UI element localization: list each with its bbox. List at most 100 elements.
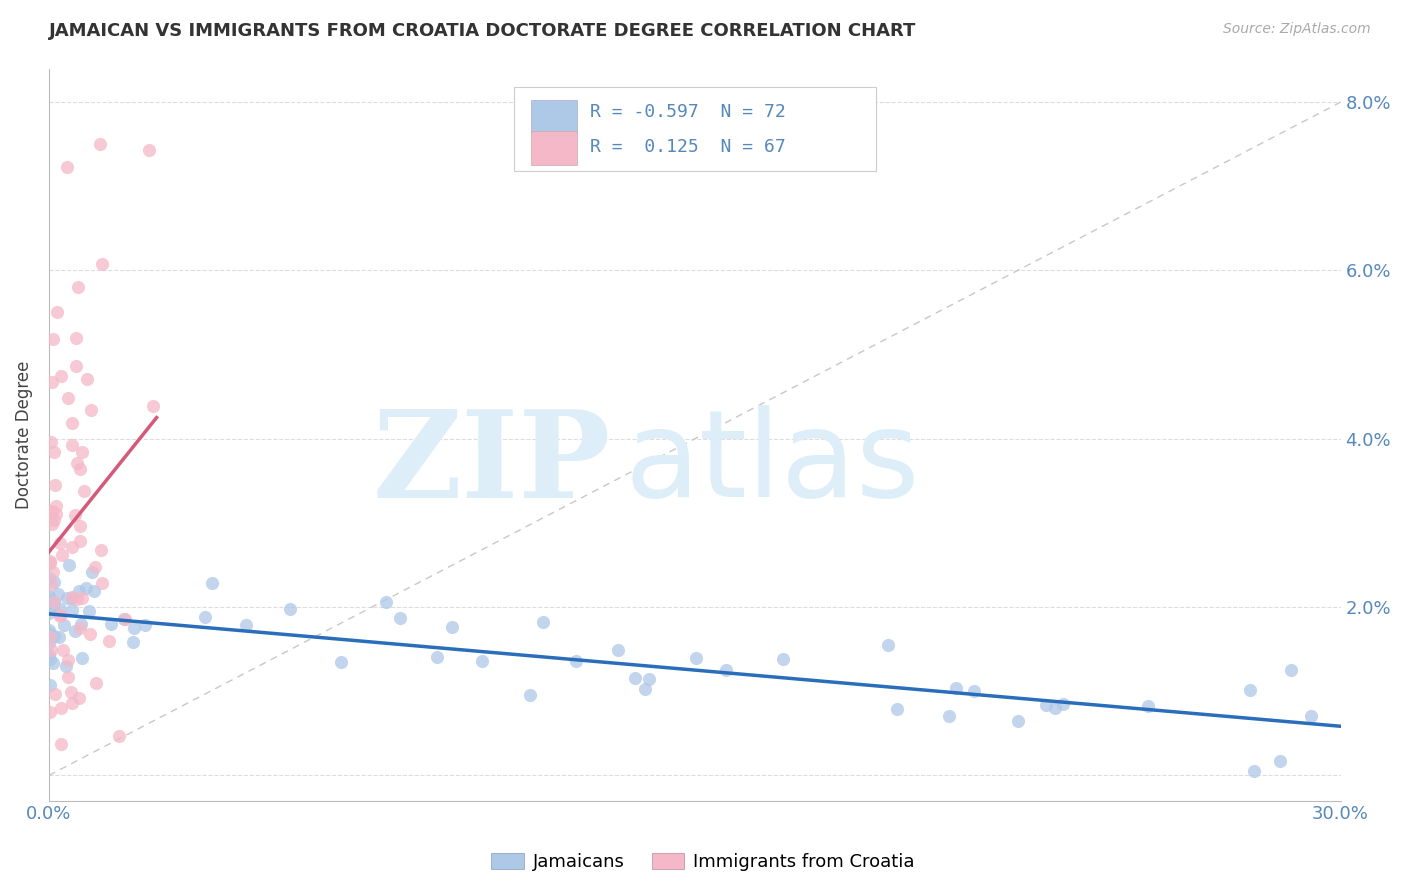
- Point: [80, 403, 103, 417]
- Point: [938, 709, 960, 723]
- Point: [83, 560, 105, 574]
- Point: [638, 672, 661, 686]
- Point: [39, 651, 62, 665]
- Point: [886, 702, 908, 716]
- Point: [66, 456, 89, 470]
- Point: [49, 608, 72, 623]
- Point: [42, 595, 65, 609]
- Point: [138, 143, 160, 157]
- Point: [58, 558, 80, 572]
- Point: [565, 654, 588, 668]
- Point: [100, 616, 122, 631]
- Text: R =  0.125  N = 67: R = 0.125 N = 67: [591, 138, 786, 156]
- Point: [714, 663, 737, 677]
- Point: [235, 618, 257, 632]
- Point: [194, 610, 217, 624]
- Point: [49, 368, 72, 383]
- Point: [39, 435, 62, 450]
- Point: [60, 591, 83, 605]
- Point: [98, 634, 121, 648]
- Point: [49, 535, 72, 549]
- Point: [1243, 764, 1265, 779]
- Legend: Jamaicans, Immigrants from Croatia: Jamaicans, Immigrants from Croatia: [484, 846, 922, 879]
- Point: [77, 604, 100, 618]
- Point: [55, 659, 77, 673]
- Point: [90, 576, 112, 591]
- Point: [1239, 683, 1261, 698]
- Point: [38, 648, 60, 662]
- Text: atlas: atlas: [624, 405, 920, 523]
- Point: [114, 612, 136, 626]
- Point: [38, 623, 60, 637]
- Point: [39, 557, 62, 571]
- Point: [66, 279, 89, 293]
- Point: [389, 611, 412, 625]
- Point: [69, 462, 91, 476]
- Point: [51, 738, 73, 752]
- Point: [122, 635, 145, 649]
- Text: Source: ZipAtlas.com: Source: ZipAtlas.com: [1223, 22, 1371, 37]
- Point: [63, 508, 86, 523]
- Point: [55, 591, 77, 606]
- Point: [1279, 663, 1302, 677]
- Point: [38, 592, 60, 607]
- Point: [42, 599, 65, 614]
- Point: [60, 603, 83, 617]
- Point: [134, 618, 156, 632]
- Text: JAMAICAN VS IMMIGRANTS FROM CROATIA DOCTORATE DEGREE CORRELATION CHART: JAMAICAN VS IMMIGRANTS FROM CROATIA DOCT…: [49, 22, 917, 40]
- Point: [1035, 698, 1057, 713]
- Point: [278, 602, 301, 616]
- Point: [60, 438, 83, 452]
- Point: [60, 416, 83, 430]
- Point: [73, 483, 96, 498]
- Point: [56, 391, 79, 405]
- Point: [42, 629, 65, 643]
- Point: [441, 620, 464, 634]
- Point: [80, 565, 103, 579]
- Point: [65, 359, 87, 374]
- Point: [1007, 714, 1029, 729]
- Text: R = -0.597  N = 72: R = -0.597 N = 72: [591, 103, 786, 121]
- Point: [471, 654, 494, 668]
- Point: [38, 589, 60, 603]
- Point: [41, 517, 63, 532]
- Point: [1052, 698, 1074, 712]
- Point: [65, 331, 87, 345]
- Point: [69, 583, 91, 598]
- Point: [42, 565, 65, 579]
- Point: [39, 677, 62, 691]
- Point: [634, 681, 657, 696]
- Point: [89, 137, 111, 152]
- Point: [48, 601, 70, 615]
- Point: [49, 609, 72, 624]
- Point: [519, 689, 541, 703]
- Point: [44, 478, 66, 492]
- Point: [63, 624, 86, 639]
- Point: [374, 595, 396, 609]
- Point: [39, 505, 62, 519]
- Point: [45, 499, 67, 513]
- Point: [42, 444, 65, 458]
- Point: [67, 691, 90, 706]
- Point: [49, 701, 72, 715]
- Text: ZIP: ZIP: [373, 405, 610, 523]
- Point: [69, 534, 91, 549]
- Point: [56, 160, 79, 174]
- Point: [90, 543, 112, 558]
- Point: [38, 570, 60, 584]
- Point: [108, 729, 131, 743]
- Point: [876, 638, 898, 652]
- Point: [685, 651, 707, 665]
- Point: [1299, 709, 1322, 723]
- Point: [41, 375, 63, 389]
- Point: [70, 591, 93, 606]
- Point: [70, 445, 93, 459]
- Point: [1270, 754, 1292, 768]
- Point: [200, 575, 222, 590]
- Point: [44, 595, 66, 609]
- FancyBboxPatch shape: [515, 87, 876, 171]
- Point: [91, 257, 114, 271]
- Point: [41, 332, 63, 346]
- Point: [58, 653, 80, 667]
- Point: [39, 642, 62, 657]
